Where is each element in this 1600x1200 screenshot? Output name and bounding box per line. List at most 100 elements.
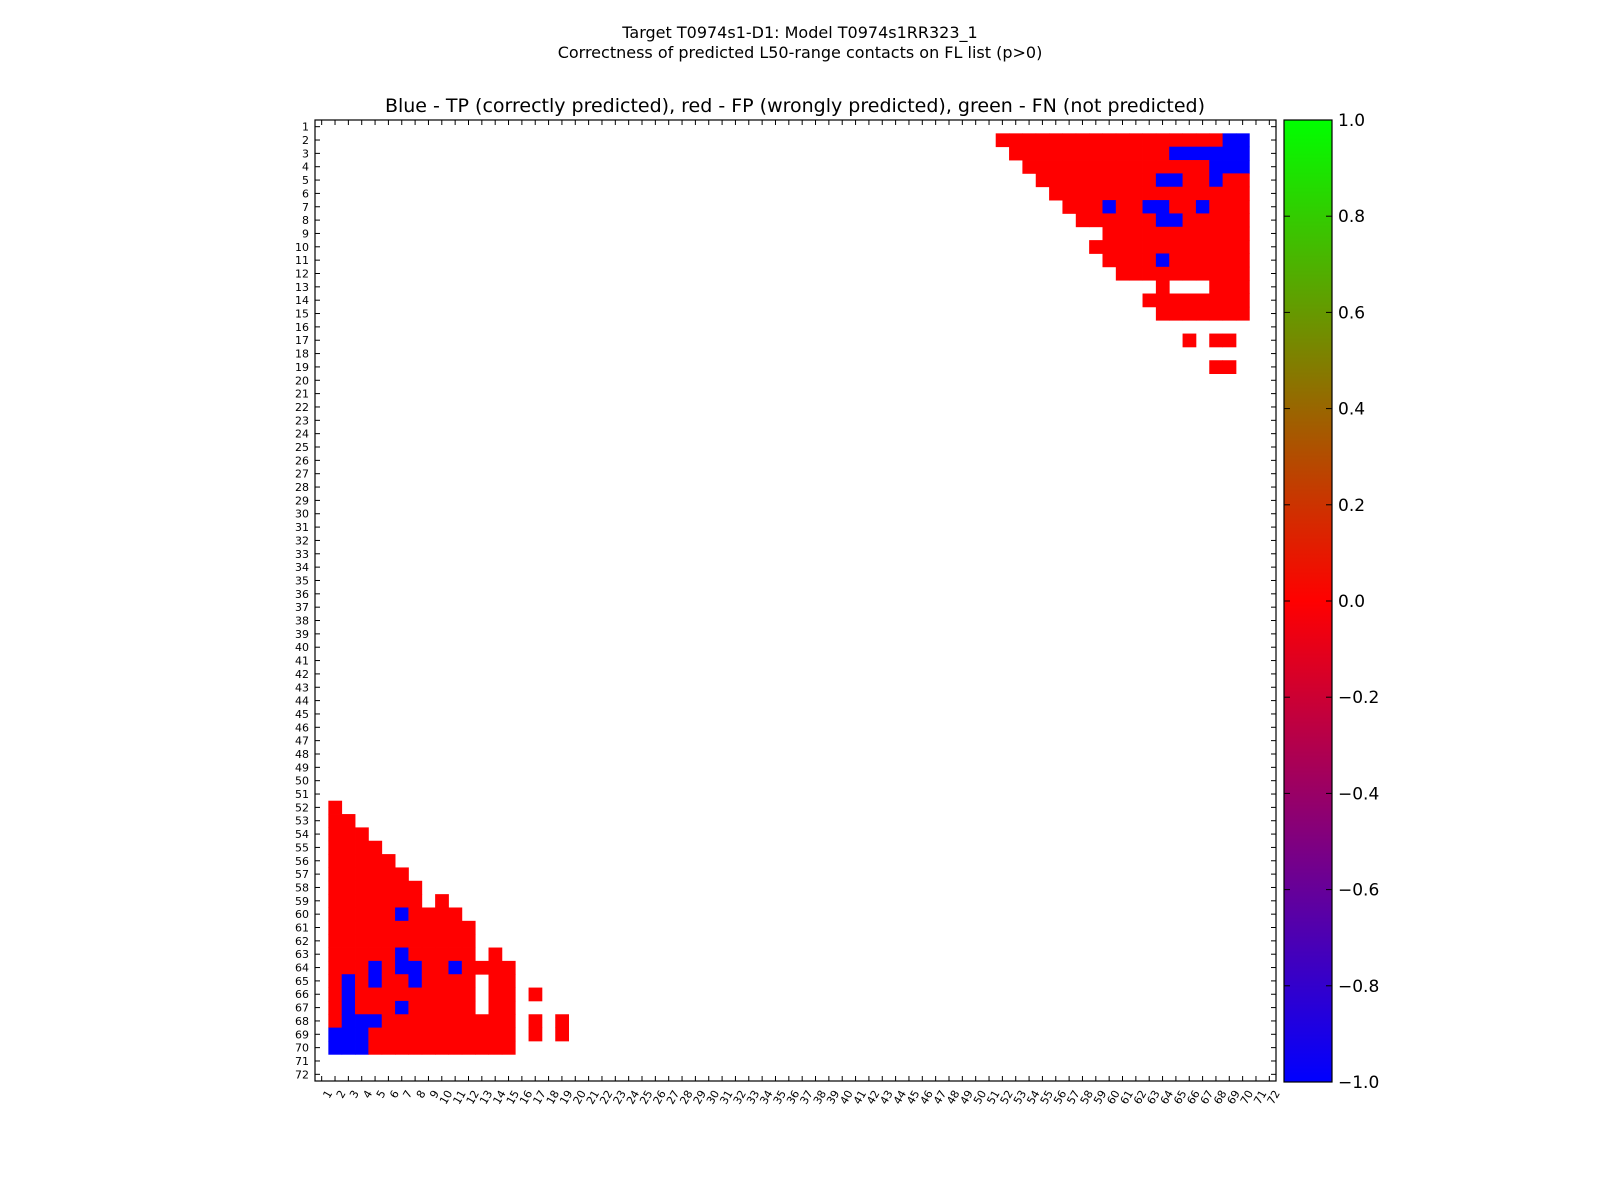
contact-cell-fp — [1182, 173, 1197, 188]
x-tick-label: 27 — [664, 1088, 682, 1107]
contact-cell-fp — [1169, 240, 1183, 254]
contact-cell-fp — [1129, 200, 1143, 214]
y-tick-label: 17 — [295, 334, 309, 347]
contact-cell-fp — [1235, 266, 1250, 281]
x-tick-label: 24 — [624, 1088, 642, 1107]
y-tick-label: 65 — [295, 975, 309, 988]
contact-cell-fp — [1129, 146, 1143, 161]
contact-cell-fp — [368, 987, 383, 1002]
contact-cell-fp — [1115, 200, 1130, 214]
x-tick-label: 69 — [1225, 1088, 1243, 1107]
contact-cell-fp — [448, 934, 463, 948]
x-tick-label: 22 — [597, 1088, 615, 1107]
x-tick-label: 68 — [1211, 1088, 1229, 1107]
contact-cell-fp — [1209, 253, 1224, 268]
contact-cell-fp — [1142, 133, 1157, 148]
contact-cell-fp — [341, 880, 356, 895]
contact-cell-tp — [355, 1040, 369, 1055]
contact-cell-fp — [1222, 280, 1237, 294]
contact-cell-tp — [1209, 146, 1224, 161]
y-tick-label: 26 — [295, 454, 309, 467]
contact-cell-tp — [1222, 146, 1237, 161]
contact-cell-fp — [1209, 360, 1224, 374]
y-tick-label: 12 — [295, 267, 309, 280]
y-tick-label: 53 — [295, 815, 309, 828]
contact-cell-fp — [341, 854, 356, 868]
y-tick-label: 35 — [295, 574, 309, 587]
y-tick-label: 48 — [295, 748, 309, 761]
y-tick-label: 45 — [295, 708, 309, 721]
y-tick-label: 52 — [295, 801, 309, 814]
x-tick-label: 51 — [984, 1088, 1002, 1107]
contact-cell-tp — [408, 960, 423, 975]
contact-cell-fp — [1182, 240, 1197, 254]
contact-cell-fp — [1155, 293, 1170, 308]
contact-cell-fp — [448, 920, 463, 935]
colorbar-tick-label: 0.6 — [1338, 303, 1365, 323]
contact-cell-fp — [341, 907, 356, 922]
y-tick-label: 27 — [295, 468, 309, 481]
y-tick-label: 40 — [295, 641, 309, 654]
contact-cell-tp — [1169, 213, 1183, 228]
colorbar-tick-label: −0.2 — [1338, 688, 1379, 708]
y-tick-label: 8 — [302, 214, 309, 227]
contact-cell-fp — [381, 960, 396, 975]
contact-cell-fp — [1129, 186, 1143, 201]
contact-cell-fp — [368, 854, 383, 868]
contact-cell-fp — [1089, 200, 1103, 214]
contact-cell-fp — [1235, 253, 1250, 268]
contact-cell-tp — [1235, 146, 1250, 161]
contact-cell-fp — [488, 987, 503, 1002]
x-tick-label: 39 — [824, 1088, 842, 1107]
contact-cell-fp — [461, 934, 476, 948]
contact-cell-fp — [1169, 186, 1183, 201]
x-tick-label: 55 — [1038, 1088, 1056, 1107]
x-tick-label: 13 — [477, 1088, 495, 1107]
contact-cell-fp — [501, 960, 516, 975]
contact-cell-fp — [341, 814, 356, 828]
contact-cell-fp — [1022, 146, 1037, 161]
contact-cell-fp — [355, 960, 369, 975]
contact-cell-fp — [1062, 146, 1077, 161]
y-tick-label: 66 — [295, 988, 309, 1001]
y-tick-label: 20 — [295, 374, 309, 387]
contact-cell-fp — [461, 974, 476, 988]
contact-cell-fp — [328, 987, 343, 1002]
y-tick-label: 19 — [295, 361, 309, 374]
contact-cell-tp — [1169, 146, 1183, 161]
contact-cell-tp — [1235, 133, 1250, 148]
contact-cell-fp — [1115, 146, 1130, 161]
contact-cell-fp — [381, 1000, 396, 1015]
y-tick-label: 56 — [295, 855, 309, 868]
contact-cell-fp — [368, 840, 383, 855]
y-tick-label: 36 — [295, 588, 309, 601]
contact-cell-fp — [1102, 173, 1117, 188]
y-tick-label: 33 — [295, 548, 309, 561]
contact-cell-tp — [1169, 173, 1183, 188]
contact-cell-tp — [1155, 173, 1170, 188]
contact-cell-fp — [328, 840, 343, 855]
contact-cell-fp — [355, 894, 369, 908]
contact-cell-fp — [1155, 280, 1170, 294]
contact-cell-fp — [1155, 146, 1170, 161]
contact-cell-fp — [461, 960, 476, 975]
contact-cell-fp — [475, 960, 489, 975]
figure-suptitle-line2: Correctness of predicted L50-range conta… — [558, 43, 1043, 62]
contact-cell-fp — [355, 934, 369, 948]
contact-cell-fp — [461, 1040, 476, 1055]
contact-cell-fp — [1075, 146, 1090, 161]
contact-cell-fp — [1235, 280, 1250, 294]
contact-cell-tp — [395, 947, 409, 962]
y-tick-label: 25 — [295, 441, 309, 454]
y-tick-label: 58 — [295, 881, 309, 894]
contact-cell-fp — [381, 987, 396, 1002]
contact-cell-fp — [1075, 186, 1090, 201]
contact-cell-fp — [1115, 266, 1130, 281]
contact-cell-fp — [1102, 213, 1117, 228]
contact-cell-fp — [381, 934, 396, 948]
contact-cell-fp — [1182, 266, 1197, 281]
x-tick-label: 36 — [784, 1088, 802, 1107]
contact-cell-fp — [328, 800, 343, 815]
contact-cell-fp — [421, 934, 436, 948]
contact-cell-fp — [1169, 160, 1183, 174]
